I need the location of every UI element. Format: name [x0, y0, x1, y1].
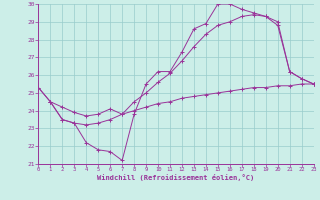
X-axis label: Windchill (Refroidissement éolien,°C): Windchill (Refroidissement éolien,°C)	[97, 174, 255, 181]
